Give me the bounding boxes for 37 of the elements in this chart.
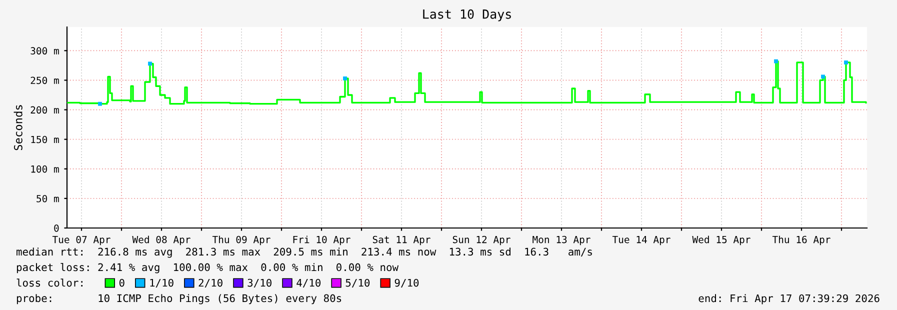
point: [148, 62, 152, 66]
x-tick-label: Mon 13 Apr: [532, 236, 590, 246]
point: [98, 102, 102, 106]
point: [821, 74, 825, 79]
y-tick-label: 300 m: [30, 47, 59, 55]
y-axis-title: Seconds: [14, 105, 22, 150]
x-tick-label: Tue 14 Apr: [612, 236, 670, 246]
y-tick-label: 0: [54, 224, 59, 232]
text: end: Fri Apr 17 07:39:29 2026: [698, 294, 880, 304]
x-tick-label: Thu 16 Apr: [772, 236, 830, 246]
point: [343, 76, 347, 80]
text: probe: 10 ICMP Echo Pings (56 Bytes) every 80s: [16, 294, 342, 304]
legend-label: 5/10: [346, 278, 370, 288]
legend-label: 0: [119, 278, 124, 287]
point: [774, 59, 778, 64]
legend-label: 9/10: [394, 278, 419, 288]
x-tick-label: Wed 15 Apr: [692, 236, 750, 246]
legend-label: 3/10: [248, 278, 272, 288]
x-tick-label: Sat 11 Apr: [372, 236, 430, 246]
legend-label: 1/10: [150, 278, 174, 288]
x-tick-label: Wed 08 Apr: [132, 236, 190, 246]
point: [844, 60, 848, 64]
x-tick-label: Tue 07 Apr: [52, 236, 110, 246]
x-tick-label: Fri 10 Apr: [293, 236, 350, 246]
legend-label: 4/10: [296, 278, 321, 288]
legend-label: 2/10: [198, 278, 222, 288]
text: packet loss: 2.41 % avg 100.00 % max 0.00 % min 0.00 % now: [16, 263, 399, 274]
text: median rtt: 216.8 ms avg 281.3 ms max 209.5 ms min 213.4 ms now 13.3 ms sd 16.3 am/s: [16, 248, 592, 258]
y-tick-label: 50 m: [36, 194, 59, 202]
chart-title: Last 10 Days: [423, 9, 511, 22]
text: loss color:: [16, 278, 82, 287]
y-tick-label: 200 m: [30, 106, 59, 114]
y-tick-label: 250 m: [30, 76, 59, 84]
x-tick-label: Sun 12 Apr: [452, 236, 510, 246]
y-tick-label: 100 m: [31, 165, 59, 173]
x-tick-label: Thu 09 Apr: [212, 236, 270, 246]
y-tick-label: 150 m: [31, 136, 59, 144]
